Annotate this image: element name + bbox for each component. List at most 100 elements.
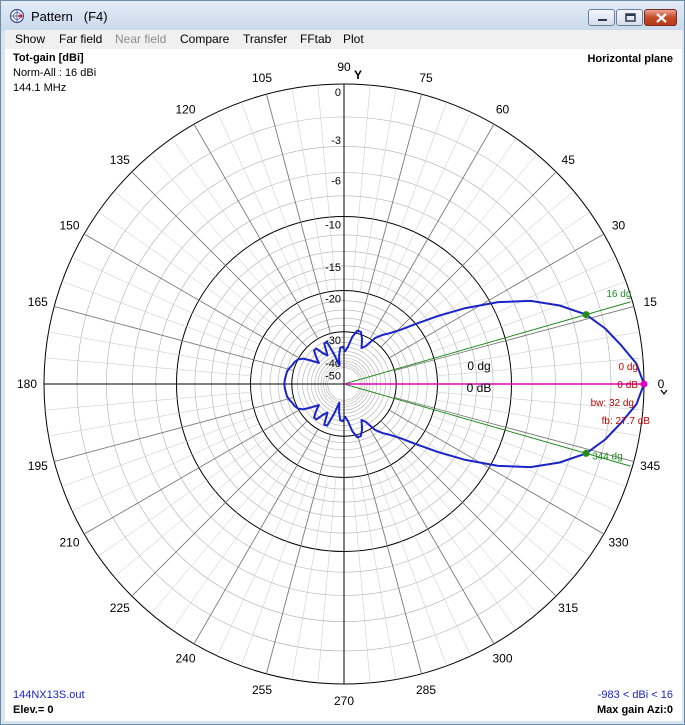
radial-120 [193,123,319,340]
ring-label-0: 0 [335,87,341,99]
radial-145 [98,211,268,331]
radial-295 [383,468,472,657]
angle-label-165: 165 [28,295,48,309]
radial-20 [431,281,626,353]
angle-label-330: 330 [608,536,628,550]
bw-upper-label: 16 dg [606,289,631,300]
menu-show[interactable]: Show [15,32,46,46]
angle-label-150: 150 [59,219,79,233]
radial-185 [45,391,251,411]
ring-label--20: -20 [325,294,341,306]
radial-245 [216,468,305,657]
ring-label--30: -30 [325,335,341,347]
radial-300 [369,428,495,645]
close-button[interactable] [644,9,677,26]
radial-200 [62,415,257,487]
radial-130 [151,154,285,313]
ring-label--6: -6 [331,176,341,188]
radial-60 [369,123,495,340]
radial-345 [394,397,634,463]
radial-250 [241,471,313,666]
quantity-label: Tot-gain [dBi] [13,52,84,64]
angle-label-345: 345 [640,459,660,473]
window-title: Pattern (F4) [31,9,108,24]
maximize-icon [625,13,636,22]
radial-350 [436,399,640,437]
radial-65 [383,111,472,300]
radial-140 [114,191,273,325]
angle-label-30: 30 [612,219,626,233]
radial-85 [351,85,371,291]
radial-290 [375,471,447,666]
beamwidth-marker-16 [582,311,590,319]
ring-label--50: -50 [325,371,341,383]
angle-label-90: 90 [337,60,351,74]
max-db-label: 0 dB [617,380,638,391]
radial-70 [375,102,447,297]
radial-110 [241,102,313,297]
angle-label-135: 135 [110,153,130,167]
radial-80 [359,88,397,292]
radial-220 [114,443,273,577]
radial-230 [151,455,285,614]
radial-100 [291,88,329,292]
angle-label-15: 15 [644,295,658,309]
radial-35 [420,211,590,331]
radial-340 [431,415,626,487]
minimize-button[interactable] [588,9,615,26]
radial-150 [83,233,300,359]
radial-170 [48,331,252,369]
radial-75 [357,94,423,334]
radial-235 [171,460,291,630]
menu-plot[interactable]: Plot [343,32,364,46]
angle-label-270: 270 [334,694,354,708]
angle-label-195: 195 [28,459,48,473]
max-dir-label: 0 dg [619,362,638,373]
ring-label--3: -3 [331,135,341,147]
radial-210 [83,409,300,535]
radial-125 [171,138,291,308]
center-dir-label: 0 dg [467,359,490,373]
antenna-pattern-icon [9,8,25,24]
angle-label-225: 225 [110,601,130,615]
angle-label-60: 60 [496,103,510,117]
menu-compare[interactable]: Compare [180,32,230,46]
menu-near-field: Near field [115,32,167,46]
radial-325 [420,437,590,557]
close-icon [656,13,667,23]
angle-label-315: 315 [558,601,578,615]
radial-5 [437,357,643,377]
gain-range-label: -983 < dBi < 16 [597,689,673,701]
maximize-button[interactable] [616,9,643,26]
minimize-icon [598,19,607,21]
radial-190 [48,399,252,437]
radial-330 [388,409,605,535]
angle-label-0: 0 [658,377,665,391]
menu-transfer[interactable]: Transfer [243,32,288,46]
radial-50 [403,154,537,313]
radial-215 [98,437,268,557]
angle-label-45: 45 [562,153,576,167]
radial-15 [394,305,634,371]
radial-10 [436,331,640,369]
title-bar[interactable]: Pattern (F4) [1,1,684,31]
radial-105 [265,94,331,334]
angle-label-255: 255 [252,683,272,697]
radial-240 [193,428,319,645]
radial-355 [437,391,643,411]
beamwidth-label: bw: 32 dg [591,398,634,409]
ring-label--10: -10 [325,220,341,232]
polar-plot-area[interactable]: 0 15 30 45 60 75 90 105 120 135 150 165 180 195 210 225… [5,49,682,721]
menu-bar: Show Far field Near field Compare Transf… [5,30,682,49]
angle-label-180: 180 [17,377,37,391]
menu-fftab[interactable]: FFtab [300,32,332,46]
radial-205 [71,423,260,512]
angle-label-300: 300 [492,652,512,666]
file-name-label: 144NX13S.out [13,689,85,701]
angle-label-210: 210 [59,536,79,550]
radial-160 [62,281,257,353]
angle-label-105: 105 [252,71,272,85]
bw-lower-label: 344 dg [592,452,623,463]
menu-far-field[interactable]: Far field [59,32,103,46]
